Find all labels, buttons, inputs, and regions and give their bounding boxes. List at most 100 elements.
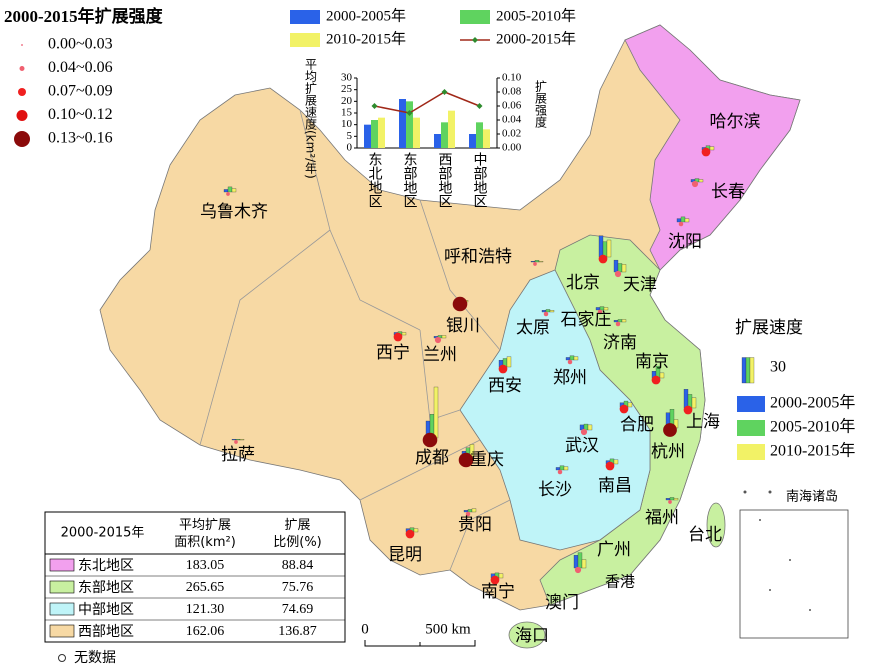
city-speed-bar	[498, 573, 504, 579]
city-intensity-dot	[458, 452, 474, 468]
city-speed-bar	[709, 146, 715, 151]
legend-dot	[18, 88, 26, 96]
y2-tick-label: 0.10	[502, 72, 522, 84]
city-speed-bar	[659, 372, 665, 379]
city-intensity-dot	[533, 262, 537, 266]
city-speed-bar	[613, 320, 619, 323]
city-speed-bar	[683, 389, 689, 409]
chart-legend-label: 2010-2015年	[326, 30, 406, 47]
city-intensity-dot	[452, 296, 468, 312]
city-intensity-dot	[619, 404, 629, 414]
y2-tick-label: 0.06	[502, 100, 522, 112]
city-intensity-dot	[651, 375, 661, 385]
speed-bar	[364, 124, 371, 148]
city-speed-bar	[227, 186, 233, 193]
table-swatch	[49, 624, 75, 638]
island	[769, 589, 771, 591]
table-header: 2000-2015年	[61, 526, 145, 541]
city-speed-bar	[665, 498, 671, 501]
city-intensity-dot	[683, 405, 693, 415]
legend-dot	[16, 110, 28, 121]
speed-bar	[399, 99, 406, 148]
city-speed-bar	[506, 356, 512, 368]
y-tick-label: 30	[341, 72, 353, 84]
speed-legend-swatch	[737, 396, 765, 412]
city-speed-bar	[563, 466, 569, 471]
city-label: 杭州	[651, 442, 685, 462]
table-cell: 东部地区	[78, 580, 134, 596]
city-intensity-dot	[663, 423, 677, 437]
city-speed-bar	[541, 310, 547, 313]
city-speed-bar	[538, 260, 544, 263]
city-speed-bar	[463, 510, 469, 513]
city-intensity-dot	[597, 309, 603, 315]
city-speed-bar	[698, 179, 704, 183]
city-speed-bar	[684, 218, 690, 223]
city-speed-bar	[606, 239, 612, 258]
city-speed-bar	[530, 260, 536, 263]
hainan	[508, 621, 546, 649]
city-label: 西宁	[376, 343, 410, 363]
city-intensity-dot	[678, 221, 684, 227]
legend-label: 0.10~0.12	[48, 106, 113, 123]
x-tick-label: 东部地区	[402, 152, 418, 208]
city-intensity-dot	[668, 500, 672, 504]
city-intensity-dot	[580, 428, 588, 436]
chart-legend-swatch	[290, 33, 320, 47]
city-speed-bar	[621, 319, 627, 323]
city-speed-bar	[598, 235, 604, 258]
scale-bar	[364, 640, 476, 647]
table-cell: 183.05	[186, 558, 225, 573]
city-intensity-dot	[498, 364, 508, 374]
taiwan	[706, 502, 726, 548]
city-label: 广州	[597, 540, 631, 560]
city-label: 乌鲁木齐	[200, 202, 268, 222]
y-tick-label: 0	[347, 142, 353, 154]
city-speed-bar	[569, 355, 575, 361]
legend-label: 0.07~0.09	[48, 83, 113, 100]
speed-legend-bar	[745, 357, 751, 384]
speed-legend-swatch	[737, 420, 765, 436]
chart-legend-swatch	[290, 10, 320, 24]
legend-title: 2000-2015年扩展强度	[4, 6, 164, 26]
city-label: 南宁	[481, 582, 515, 602]
legend-label: 0.04~0.06	[48, 59, 113, 76]
legend-label: 0.00~0.03	[48, 36, 113, 53]
place-label: 台北	[688, 525, 722, 545]
city-intensity-dot	[615, 321, 621, 327]
region-central	[459, 269, 651, 551]
x-tick-label: 东北地区	[367, 152, 383, 208]
city-speed-bar	[401, 332, 407, 336]
city-speed-bar	[223, 189, 229, 193]
speed-bar	[378, 117, 385, 148]
scale-bar-line	[364, 640, 476, 647]
island	[759, 519, 761, 521]
city-speed-bar	[565, 357, 571, 361]
city-intensity-dot	[574, 566, 582, 574]
table-cell: 121.30	[186, 602, 225, 617]
city-label: 南京	[635, 352, 669, 372]
legend-dot	[21, 44, 23, 46]
city-speed-bar	[577, 552, 583, 569]
place-label: 澳门	[545, 593, 579, 613]
city-speed-bar	[471, 508, 477, 513]
place-label: 海口	[515, 626, 549, 646]
table-cell: 75.76	[282, 580, 314, 595]
city-speed-bar	[613, 259, 619, 273]
city-speed-bar	[621, 264, 627, 273]
city-speed-bar	[545, 309, 551, 313]
table-cell: 136.87	[278, 624, 317, 639]
speed-legend-label: 2000-2005年	[770, 394, 855, 412]
table-cell: 中部地区	[78, 602, 134, 618]
city-speed-bar	[587, 424, 593, 431]
city-speed-bar	[617, 263, 623, 273]
city-label: 银川	[446, 316, 480, 336]
city-speed-bar	[433, 386, 439, 439]
city-intensity-dot	[614, 270, 622, 278]
intensity-marker	[476, 103, 483, 109]
speed-bar	[371, 120, 378, 148]
city-label: 合肥	[620, 415, 654, 435]
intensity-marker	[371, 103, 378, 109]
city-intensity-dot	[405, 529, 415, 539]
speed-legend-bar	[741, 357, 747, 384]
